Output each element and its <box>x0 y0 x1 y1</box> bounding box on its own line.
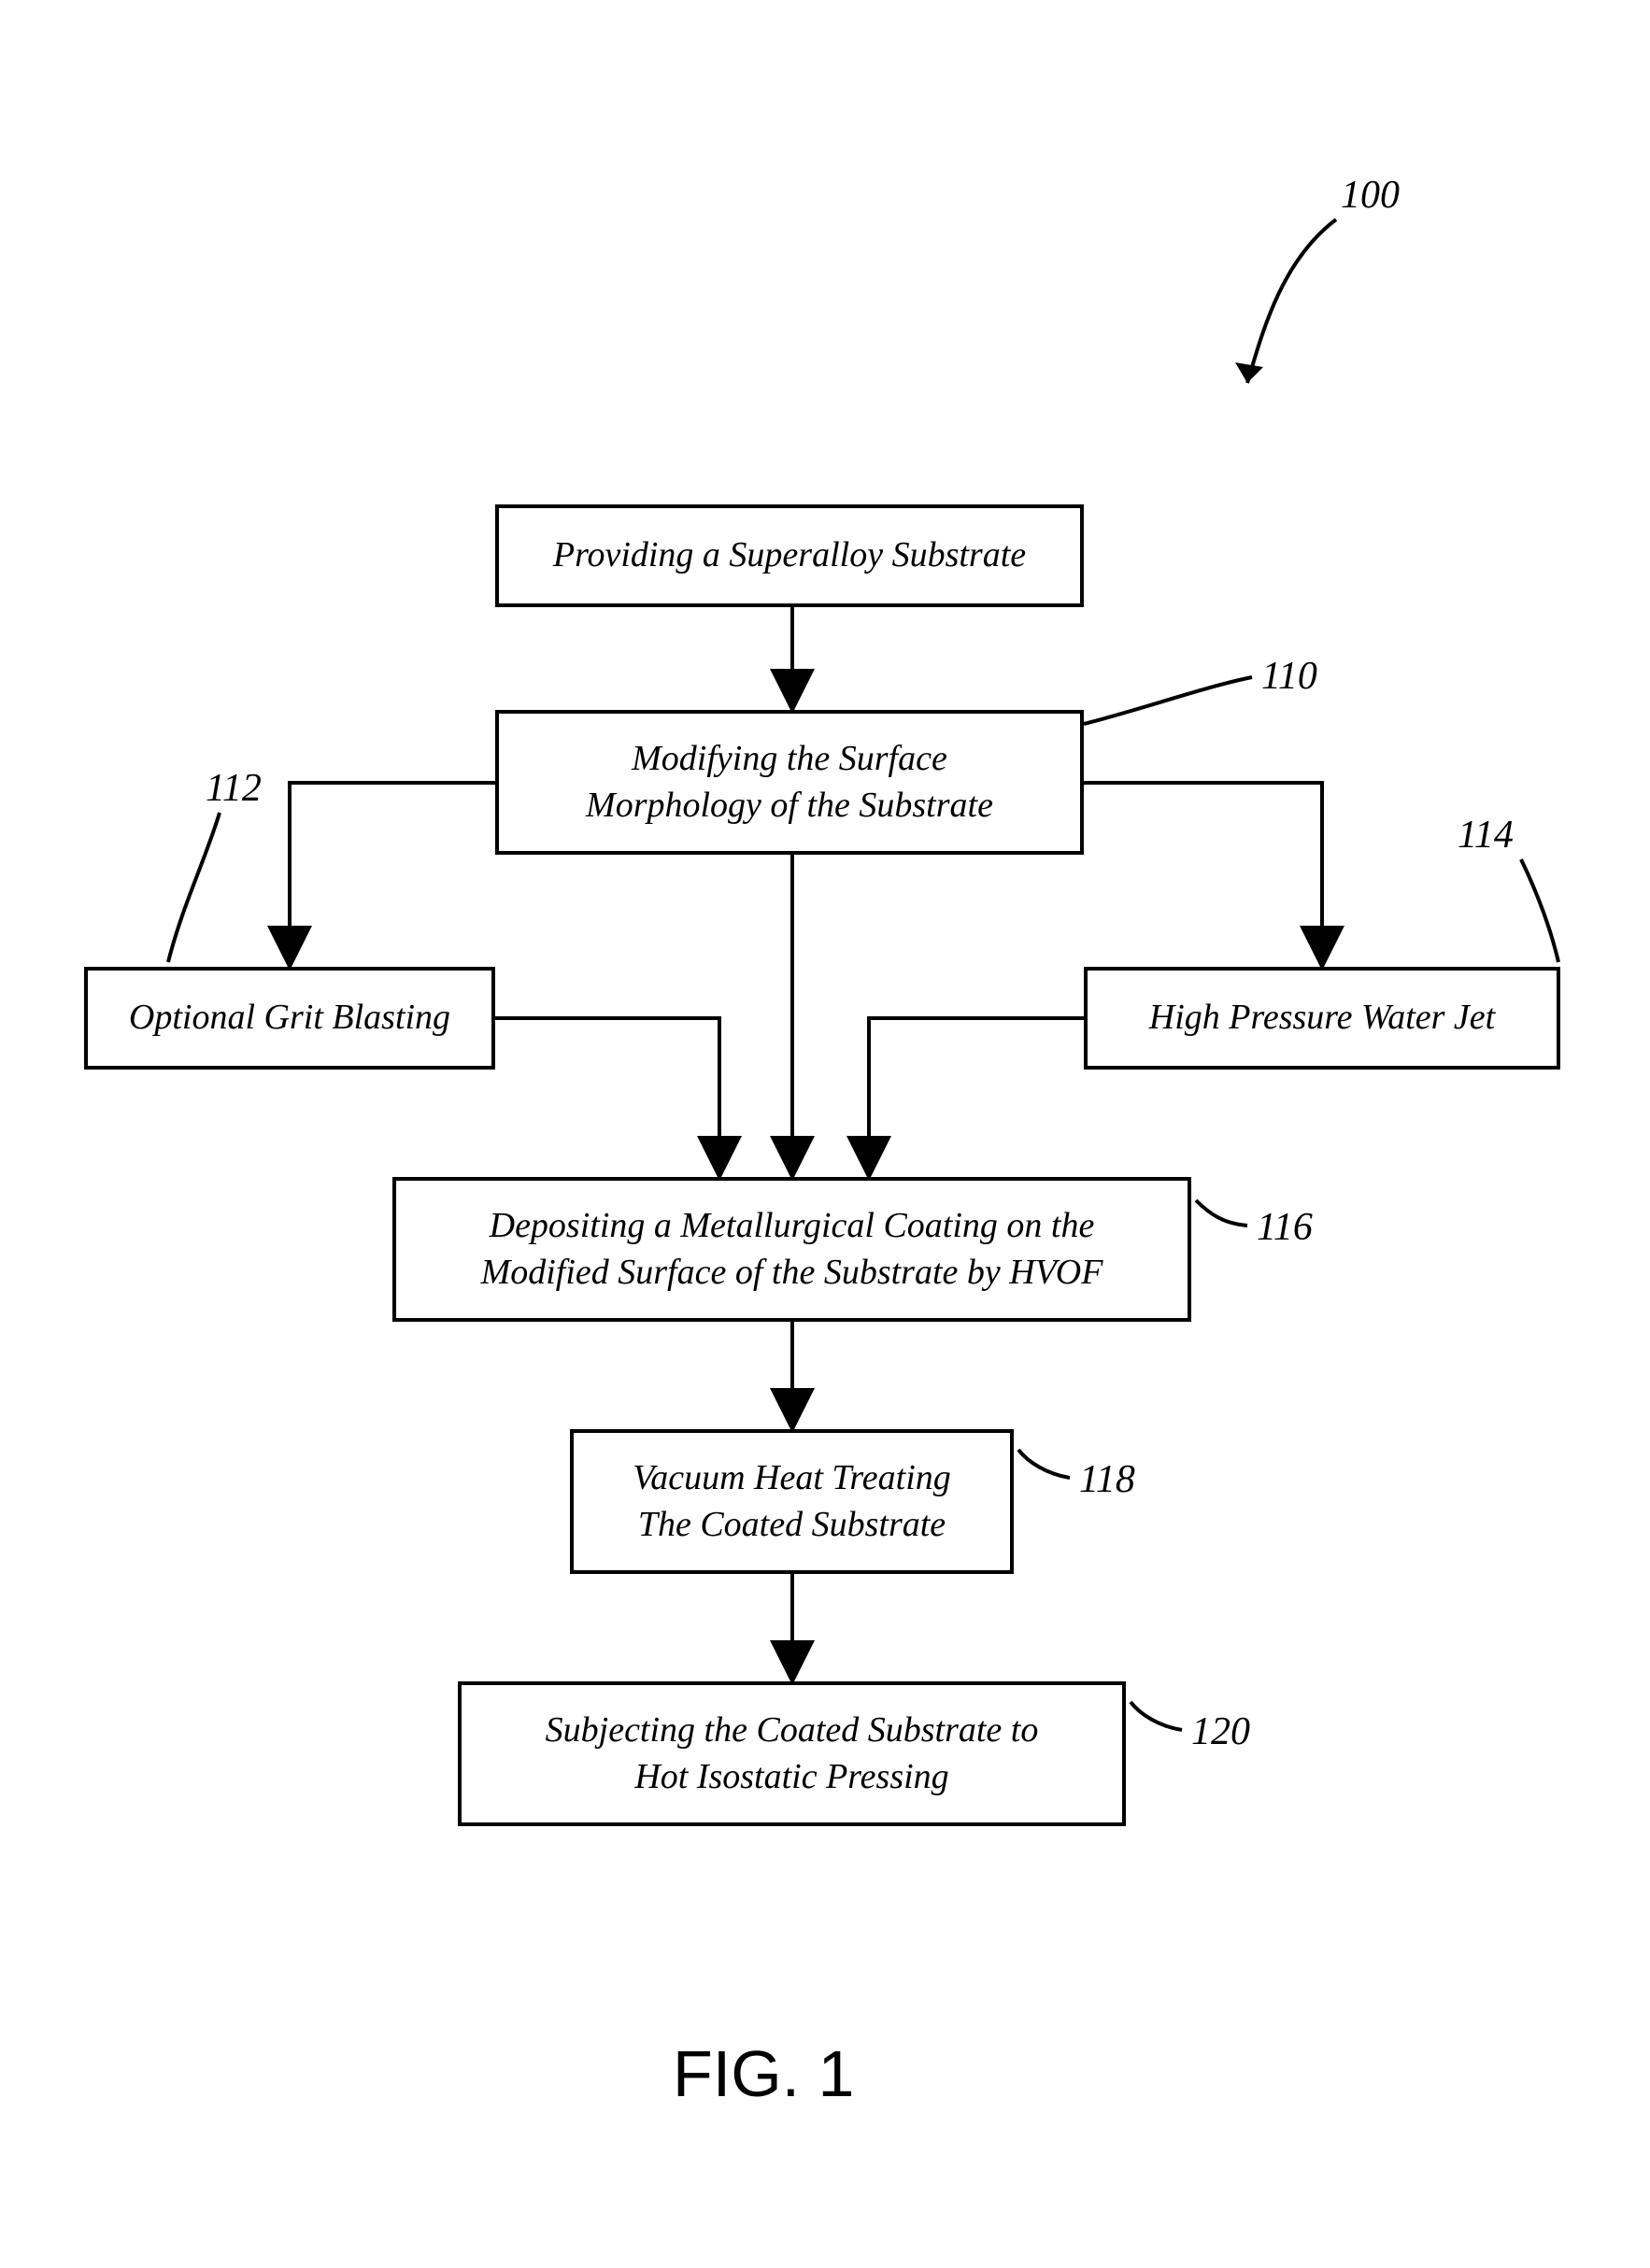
node-vacuum: Vacuum Heat TreatingThe Coated Substrate <box>570 1429 1014 1574</box>
node-vacuum-text: Vacuum Heat TreatingThe Coated Substrate <box>633 1455 951 1548</box>
leader-120 <box>1131 1702 1182 1730</box>
ref-110-text: 110 <box>1261 655 1317 698</box>
ref-114: 114 <box>1458 813 1514 858</box>
leader-116 <box>1196 1200 1247 1226</box>
node-grit-text: Optional Grit Blasting <box>129 995 450 1041</box>
node-hip-text: Subjecting the Coated Substrate toHot Is… <box>546 1708 1039 1800</box>
node-modify-text: Modifying the SurfaceMorphology of the S… <box>586 736 993 829</box>
edge-modify-grit <box>290 783 495 963</box>
leader-114 <box>1521 859 1558 962</box>
node-provide-text: Providing a Superalloy Substrate <box>553 532 1026 578</box>
figure-label: FIG. 1 <box>673 2036 854 2111</box>
connector-lines <box>0 0 1650 2268</box>
ref-120-text: 120 <box>1191 1710 1250 1753</box>
edge-modify-waterjet <box>1084 783 1322 963</box>
leader-100-arrowhead <box>1235 362 1263 383</box>
ref-112: 112 <box>206 766 262 811</box>
flowchart-root: Providing a Superalloy Substrate Modifyi… <box>0 0 1650 2268</box>
leader-110 <box>1084 677 1252 724</box>
edge-grit-deposit <box>495 1018 719 1173</box>
node-deposit-text: Depositing a Metallurgical Coating on th… <box>481 1203 1103 1296</box>
ref-114-text: 114 <box>1458 814 1514 857</box>
leader-118 <box>1018 1450 1070 1478</box>
figure-label-text: FIG. 1 <box>673 2037 854 2110</box>
node-grit: Optional Grit Blasting <box>84 967 495 1070</box>
ref-118-text: 118 <box>1079 1458 1135 1501</box>
node-provide: Providing a Superalloy Substrate <box>495 504 1084 607</box>
edge-waterjet-deposit <box>869 1018 1084 1173</box>
ref-100-text: 100 <box>1341 174 1400 217</box>
ref-116: 116 <box>1257 1205 1313 1250</box>
node-waterjet-text: High Pressure Water Jet <box>1149 995 1495 1041</box>
leader-100 <box>1247 220 1336 383</box>
node-deposit: Depositing a Metallurgical Coating on th… <box>392 1177 1191 1322</box>
node-hip: Subjecting the Coated Substrate toHot Is… <box>458 1681 1126 1826</box>
leader-112 <box>168 813 220 962</box>
ref-118: 118 <box>1079 1457 1135 1502</box>
ref-110: 110 <box>1261 654 1317 699</box>
ref-116-text: 116 <box>1257 1206 1313 1249</box>
ref-120: 120 <box>1191 1709 1250 1754</box>
node-modify: Modifying the SurfaceMorphology of the S… <box>495 710 1084 855</box>
ref-100: 100 <box>1341 173 1400 218</box>
node-waterjet: High Pressure Water Jet <box>1084 967 1560 1070</box>
ref-112-text: 112 <box>206 767 262 810</box>
